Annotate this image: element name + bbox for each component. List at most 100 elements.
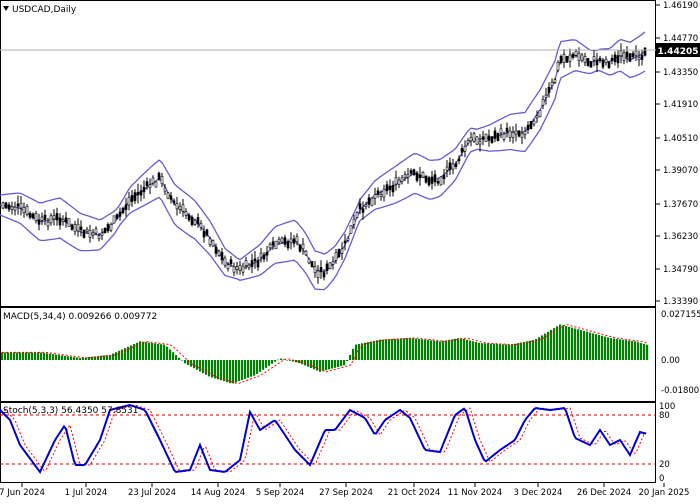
candle-body <box>280 237 284 243</box>
macd-bar <box>484 343 487 360</box>
macd-bar <box>358 343 361 360</box>
candle-body <box>403 174 407 178</box>
macd-bar <box>172 352 175 360</box>
time-tick-label: 11 Nov 2024 <box>448 488 502 498</box>
candle-body <box>40 216 44 221</box>
macd-bar <box>292 360 295 362</box>
macd-bar <box>10 352 13 360</box>
candle-body <box>247 264 251 269</box>
candle-body <box>589 61 593 68</box>
macd-bar <box>133 344 136 360</box>
candle-body <box>82 229 86 238</box>
candle-body <box>583 56 587 63</box>
candle-body <box>451 163 455 170</box>
macd-bar <box>613 338 616 360</box>
candle-body <box>559 55 563 63</box>
candle-body <box>46 221 50 227</box>
macd-bar <box>70 356 73 360</box>
macd-bar <box>583 330 586 360</box>
candle-body <box>376 190 380 195</box>
candle-body <box>130 195 134 202</box>
candle-body <box>463 145 467 152</box>
macd-bar <box>415 338 418 360</box>
candle-body <box>445 166 449 171</box>
candle-body <box>73 224 77 233</box>
candle-body <box>85 228 89 232</box>
candle-body <box>541 99 545 106</box>
candle-body <box>442 174 446 179</box>
macd-bar <box>73 357 76 360</box>
candle-body <box>187 214 191 221</box>
bollinger-middle <box>0 50 646 273</box>
macd-bar <box>616 338 619 360</box>
macd-bar <box>280 358 283 360</box>
macd-bar <box>55 354 58 360</box>
candle-body <box>160 176 164 185</box>
macd-bar <box>532 340 535 360</box>
candle-body <box>493 130 497 139</box>
candle-body <box>211 240 215 247</box>
candle-body <box>421 171 425 178</box>
candle-body <box>166 192 170 199</box>
candle-body <box>49 215 53 224</box>
candle-body <box>271 241 275 246</box>
macd-bar <box>289 360 292 361</box>
price-tick-label: 1.37670 <box>663 200 698 210</box>
macd-bar <box>604 336 607 360</box>
macd-bar <box>154 343 157 360</box>
macd-bar <box>286 360 289 361</box>
candle-body <box>535 115 539 119</box>
candle-body <box>214 246 218 254</box>
macd-bar <box>187 360 190 366</box>
macd-bar <box>139 341 142 360</box>
candle-body <box>58 217 62 226</box>
candle-body <box>25 206 29 215</box>
price-tick-label: 1.41910 <box>663 100 698 110</box>
macd-bar <box>406 338 409 360</box>
macd-bar <box>496 344 499 360</box>
candle-body <box>373 194 377 199</box>
macd-bar <box>208 360 211 377</box>
macd-bar <box>625 340 628 360</box>
macd-bar <box>430 340 433 360</box>
candle-body <box>640 55 644 60</box>
candle-body <box>619 50 623 57</box>
candle-body <box>232 266 236 273</box>
macd-bar <box>124 348 127 360</box>
macd-bar <box>244 360 247 379</box>
candle-body <box>16 203 20 207</box>
macd-bar <box>478 342 481 360</box>
macd-bar <box>370 341 373 360</box>
macd-bar <box>316 360 319 371</box>
macd-bar <box>181 360 184 361</box>
macd-bar <box>298 360 301 364</box>
candle-body <box>370 197 374 206</box>
macd-bar <box>607 337 610 360</box>
macd-bar <box>184 360 187 364</box>
candle-body <box>382 188 386 198</box>
candle-body <box>4 202 8 209</box>
macd-bar <box>520 342 523 360</box>
macd-bar <box>223 360 226 382</box>
macd-bar <box>46 353 49 360</box>
macd-bar <box>451 339 454 360</box>
candle-body <box>409 170 413 174</box>
candle-body <box>10 206 14 210</box>
macd-bar <box>232 360 235 384</box>
candle-body <box>397 179 401 185</box>
candle-body <box>544 94 548 98</box>
candle-body <box>154 181 158 188</box>
triangle-down-icon[interactable] <box>3 6 9 11</box>
price-panel-frame <box>0 0 656 307</box>
macd-bar <box>310 360 313 369</box>
macd-bar <box>235 360 238 383</box>
candle-body <box>28 213 32 218</box>
macd-bar <box>82 357 85 360</box>
candle-body <box>319 267 323 273</box>
macd-bar <box>388 339 391 360</box>
candle-body <box>412 169 416 176</box>
macd-bar <box>577 329 580 360</box>
macd-bar <box>334 360 337 368</box>
